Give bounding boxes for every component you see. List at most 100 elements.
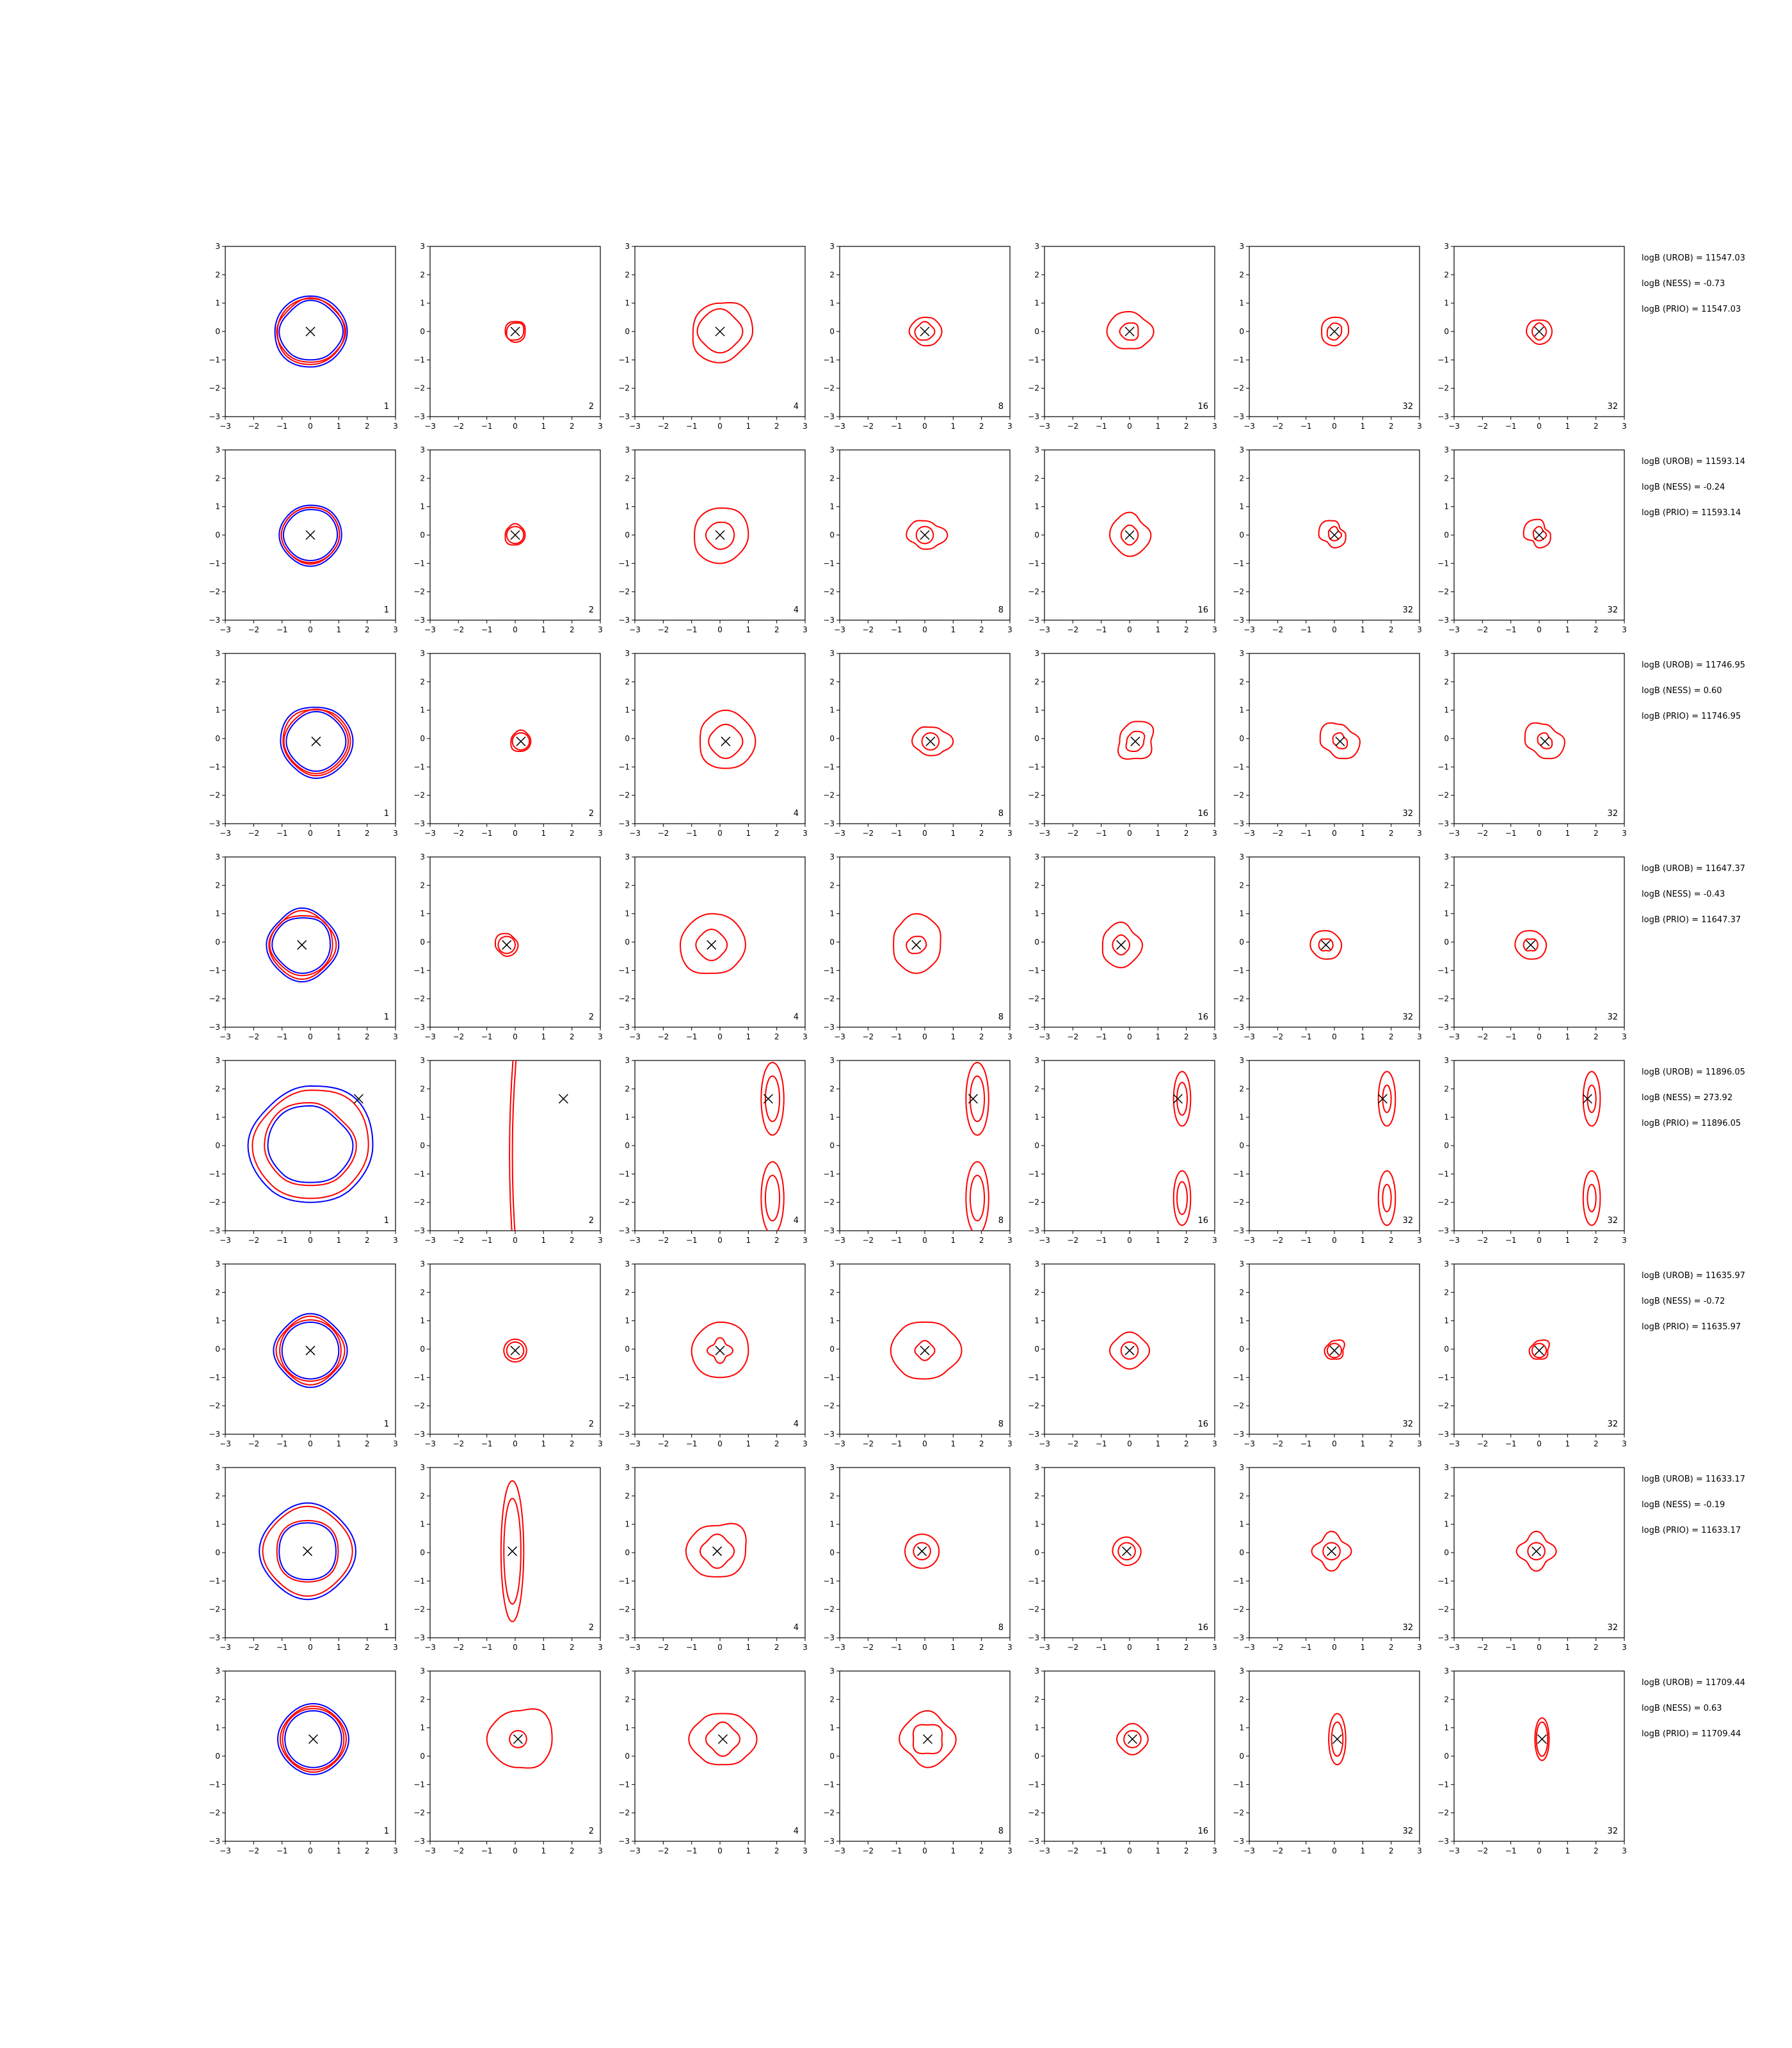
- y-tick-label: −2: [823, 1402, 835, 1411]
- panel-r7-c3: −3−3 −2 −2 −1 −1 0 0 1 1 2 2 3 3 4: [618, 1463, 808, 1652]
- y-tick-label: 3: [1444, 852, 1449, 861]
- panel-r7-c1: −3−3 −2 −2 −1 −1 0 0 1 1 2 2 3 3 1: [209, 1463, 398, 1652]
- x-tick-label: 3: [1212, 422, 1217, 431]
- red-contour: [1319, 722, 1361, 760]
- y-tick-label: 0: [625, 327, 630, 336]
- x-tick-label: 3: [1212, 1846, 1217, 1855]
- x-tick-label: 1: [1156, 829, 1161, 838]
- y-tick-label: −3: [1437, 1226, 1449, 1235]
- logb-annotation: logB (UROB) = 11547.03: [1642, 253, 1745, 263]
- y-tick-label: 3: [1444, 1463, 1449, 1472]
- y-tick-label: −3: [1028, 1430, 1039, 1439]
- x-tick-label: 1: [746, 1032, 751, 1041]
- y-tick-label: 3: [1034, 1056, 1039, 1065]
- y-tick-label: −2: [209, 588, 220, 596]
- panel-r2-c2: −3−3 −2 −2 −1 −1 0 0 1 1 2 2 3 3 2: [413, 445, 603, 634]
- contour-layer: [1526, 319, 1553, 346]
- y-tick-label: 3: [1034, 242, 1039, 251]
- x-tick-label: −2: [1272, 829, 1283, 838]
- panel-corner-label: 1: [384, 1420, 389, 1429]
- x-tick-label: −1: [276, 1032, 288, 1041]
- x-tick-label: 2: [1594, 1439, 1599, 1448]
- panel-r1-c1: −3−3 −2 −2 −1 −1 0 0 1 1 2 2 3 3 1: [209, 242, 398, 431]
- x-tick-label: 1: [1361, 1846, 1366, 1855]
- x-tick-label: −1: [1300, 829, 1312, 838]
- y-tick-label: −3: [823, 1837, 835, 1846]
- y-tick-label: 3: [1034, 1463, 1039, 1472]
- panel-r3-c6: −3−3 −2 −2 −1 −1 0 0 1 1 2 2 3 3 32: [1233, 649, 1422, 838]
- x-tick-label: −2: [862, 1846, 874, 1855]
- red-contour: [904, 1533, 940, 1569]
- red-contour: [279, 1319, 342, 1382]
- y-tick-label: −2: [618, 1402, 630, 1411]
- panel-corner-label: 32: [1402, 1827, 1413, 1836]
- y-tick-label: −3: [1437, 1023, 1449, 1032]
- x-tick-label: −3: [1448, 829, 1460, 838]
- contour-layer: [1324, 1339, 1345, 1360]
- x-marker: [920, 1345, 930, 1356]
- x-tick-label: 3: [1622, 1439, 1627, 1448]
- y-tick-label: 0: [1239, 1345, 1244, 1354]
- y-tick-label: 0: [420, 734, 425, 743]
- blue-contour: [278, 504, 342, 567]
- x-tick-label: −3: [1039, 829, 1050, 838]
- x-tick-label: −3: [220, 1846, 231, 1855]
- y-tick-label: 2: [1444, 881, 1449, 890]
- red-contour: [890, 1321, 963, 1380]
- y-tick-label: −3: [209, 616, 220, 625]
- x-tick-label: 0: [922, 625, 927, 634]
- x-tick-label: 3: [393, 1846, 398, 1855]
- x-tick-label: 0: [1537, 829, 1542, 838]
- x-marker: [502, 940, 512, 950]
- x-tick-label: 0: [1332, 625, 1337, 634]
- y-tick-label: 2: [1444, 1491, 1449, 1500]
- x-tick-label: −2: [1476, 625, 1488, 634]
- x-tick-label: −3: [424, 1846, 436, 1855]
- y-tick-label: −2: [823, 1809, 835, 1818]
- contour-layer: [694, 507, 749, 564]
- y-tick-label: 3: [625, 852, 630, 861]
- y-tick-label: 2: [625, 881, 630, 890]
- y-tick-label: −3: [413, 1633, 425, 1642]
- x-tick-label: −3: [1039, 422, 1050, 431]
- blue-contour: [273, 1313, 348, 1388]
- y-tick-label: 0: [420, 327, 425, 336]
- contour-layer: [679, 913, 746, 974]
- y-tick-label: −1: [209, 1169, 220, 1178]
- x-tick-label: −3: [834, 1846, 845, 1855]
- y-tick-label: −2: [823, 1605, 835, 1614]
- x-tick-label: 0: [922, 1236, 927, 1245]
- y-tick-label: 3: [829, 1667, 835, 1676]
- x-marker: [508, 1546, 518, 1556]
- red-contour: [914, 321, 936, 341]
- panel-corner-label: 32: [1607, 1012, 1618, 1022]
- y-tick-label: 0: [829, 531, 835, 540]
- x-tick-label: −1: [1300, 1846, 1312, 1855]
- y-tick-label: −3: [413, 412, 425, 421]
- x-tick-label: −1: [481, 625, 493, 634]
- x-tick-label: 0: [1127, 1032, 1132, 1041]
- y-tick-label: 1: [1239, 299, 1244, 308]
- contour-layer: [276, 1702, 349, 1775]
- y-tick-label: 0: [1239, 327, 1244, 336]
- y-tick-label: 0: [215, 1141, 220, 1150]
- red-contour: [1112, 934, 1131, 956]
- red-contour: [1531, 322, 1548, 341]
- y-tick-label: −1: [823, 966, 835, 975]
- red-contour: [760, 1062, 785, 1136]
- panel-corner-label: 4: [794, 1827, 799, 1836]
- y-tick-label: −3: [1437, 1633, 1449, 1642]
- y-tick-label: 1: [829, 706, 835, 715]
- x-marker: [1582, 1094, 1592, 1104]
- x-tick-label: 0: [1332, 1643, 1337, 1652]
- y-tick-label: 0: [625, 1548, 630, 1557]
- x-marker: [558, 1094, 568, 1104]
- x-tick-label: 3: [1007, 1236, 1012, 1245]
- x-tick-label: 2: [570, 422, 575, 431]
- y-tick-label: −1: [823, 559, 835, 568]
- y-tick-label: −3: [413, 1837, 425, 1846]
- x-tick-label: 2: [365, 1846, 370, 1855]
- logb-annotation: logB (UROB) = 11633.17: [1642, 1475, 1745, 1484]
- y-tick-label: −3: [618, 819, 630, 828]
